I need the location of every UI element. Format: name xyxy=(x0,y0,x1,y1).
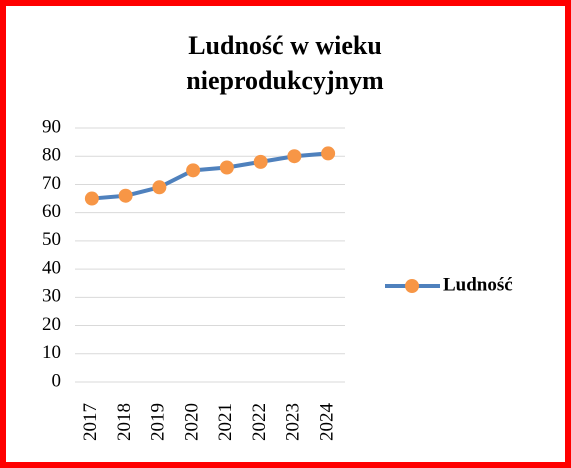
chart-title: Ludność w wieku nieprodukcyjnym xyxy=(186,31,384,95)
legend-label: Ludność xyxy=(443,274,513,295)
x-tick-label: 2022 xyxy=(249,403,270,441)
point-marker xyxy=(287,149,302,164)
x-tick-label: 2023 xyxy=(283,403,304,441)
x-tick-label: 2017 xyxy=(80,403,101,441)
x-tick-label: 2021 xyxy=(215,403,236,441)
x-tick-label: 2024 xyxy=(316,403,337,442)
point-marker xyxy=(321,146,336,161)
y-tick-label: 70 xyxy=(42,173,61,194)
point-marker xyxy=(186,163,201,178)
x-tick-label: 2020 xyxy=(181,403,202,441)
y-tick-label: 90 xyxy=(42,116,61,137)
legend-marker xyxy=(405,279,419,293)
y-tick-label: 40 xyxy=(42,257,61,278)
y-tick-label: 50 xyxy=(42,229,61,250)
y-tick-label: 80 xyxy=(42,145,61,166)
y-tick-label: 30 xyxy=(42,286,61,307)
y-tick-label: 0 xyxy=(52,370,62,391)
y-tick-label: 60 xyxy=(42,201,61,222)
y-tick-label: 20 xyxy=(42,314,61,335)
x-tick-label: 2018 xyxy=(114,403,135,441)
point-marker xyxy=(152,180,167,195)
x-tick-label: 2019 xyxy=(148,403,169,441)
point-marker xyxy=(253,154,268,169)
point-marker xyxy=(84,191,99,206)
point-marker xyxy=(219,160,234,175)
point-marker xyxy=(118,188,133,203)
y-tick-label: 10 xyxy=(42,342,61,363)
